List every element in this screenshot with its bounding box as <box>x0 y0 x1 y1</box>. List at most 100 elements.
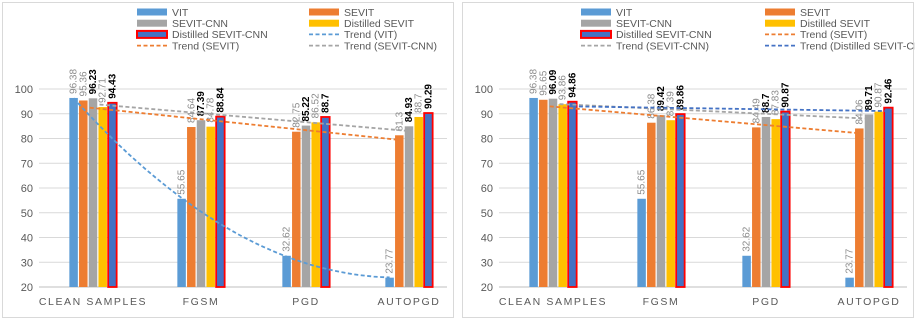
legend-swatch-sevit-cnn <box>137 19 167 27</box>
chart-right-svg: VIT SEVIT SEVIT-CNN Distilled SEVIT Distille… <box>475 7 915 308</box>
category-label-fgsm: FGSM <box>183 296 220 308</box>
trend-line-trend-distilled-sevit-cnn <box>572 105 889 112</box>
trend-line-trend-sevit <box>83 106 400 141</box>
bar-sevit-cnn <box>548 98 558 287</box>
bar-sevit <box>539 99 548 287</box>
legend-swatch-sevit <box>765 8 795 16</box>
data-label: 86.38 <box>646 93 657 118</box>
data-label: 89.71 <box>864 85 875 110</box>
bar-vit <box>529 97 538 287</box>
bar-sevit <box>79 100 88 287</box>
data-label: 87.83 <box>771 90 782 115</box>
y-tick-label: 40 <box>21 233 33 245</box>
bar-distilled-sevit-cnn <box>883 106 894 288</box>
bar-distilled-sevit <box>874 111 883 288</box>
legend-label-trend-sevit: Trend (SEVIT) <box>800 29 867 41</box>
data-label: 87.39 <box>196 91 207 116</box>
bar-sevit <box>647 122 656 287</box>
category-label-pgd: PGD <box>292 296 320 308</box>
bar-sevit-cnn <box>656 115 666 287</box>
data-label: 23.77 <box>845 248 856 273</box>
legend-swatch-sevit-cnn <box>581 19 611 27</box>
legend-label-distilled-sevit: Distilled SEVIT <box>800 18 871 30</box>
series-sevit-cnn: 96.23 87.39 85.22 84.93 <box>88 69 415 287</box>
data-label: 90.87 <box>780 82 791 107</box>
data-label: 82.75 <box>291 102 302 127</box>
bar-vit <box>845 277 854 287</box>
y-tick-label: 60 <box>481 183 493 195</box>
bar-vit <box>282 255 291 287</box>
category-label-fgsm: FGSM <box>643 296 680 308</box>
y-tick-label: 80 <box>21 134 33 146</box>
legend-label-sevit-cnn: SEVIT-CNN <box>172 18 228 30</box>
bar-vit <box>637 198 646 287</box>
bar-distilled-sevit-cnn <box>567 100 578 288</box>
data-label: 90.29 <box>423 84 434 109</box>
data-label: 88.7 <box>414 93 425 113</box>
category-label-autopgd: AUTOPGD <box>838 296 901 308</box>
chart-right: VIT SEVIT SEVIT-CNN Distilled SEVIT Distille… <box>462 2 915 318</box>
bar-distilled-sevit <box>558 104 567 287</box>
bar-distilled-sevit <box>666 120 675 287</box>
data-label: 95.36 <box>78 71 89 96</box>
bar-sevit <box>855 128 864 287</box>
y-tick-label: 100 <box>475 84 493 96</box>
y-tick-label: 90 <box>481 109 493 121</box>
bar-sevit <box>292 131 301 287</box>
legend-label-trend-sevit-cnn: Trend (SEVIT-CNN) <box>344 40 437 52</box>
legend-label-vit: VIT <box>172 7 189 19</box>
data-label: 87.39 <box>666 91 677 116</box>
bar-distilled-sevit <box>311 122 320 287</box>
series-vit: 96.38 55.65 32.62 23.77 <box>69 68 396 287</box>
legend-label-trend-distilled-sevit-cnn: Trend (Distilled SEVIT-CNN) <box>800 40 915 52</box>
data-label: 96.23 <box>88 69 99 94</box>
data-label: 86.52 <box>311 93 322 118</box>
bar-distilled-sevit-cnn <box>215 115 226 288</box>
data-label: 93.86 <box>558 75 569 100</box>
legend-label-vit: VIT <box>616 7 633 19</box>
legend-label-distilled-sevit: Distilled SEVIT <box>344 18 415 30</box>
y-tick-label: 80 <box>481 134 493 146</box>
data-label: 32.62 <box>282 226 293 251</box>
bar-sevit-cnn <box>864 114 874 288</box>
data-label: 92.46 <box>883 78 894 103</box>
bar-vit <box>385 277 394 287</box>
category-label-autopgd: AUTOPGD <box>378 296 441 308</box>
y-tick-label: 90 <box>21 109 33 121</box>
y-tick-label: 20 <box>481 282 493 294</box>
legend-label-trend-vit: Trend (VIT) <box>344 29 397 41</box>
bar-distilled-sevit-cnn <box>423 112 434 288</box>
data-label: 23.77 <box>385 248 396 273</box>
bar-vit <box>69 97 78 287</box>
bar-distilled-sevit-cnn <box>780 110 791 288</box>
legend-swatch-vit <box>581 8 611 16</box>
data-label: 84.64 <box>186 98 197 123</box>
data-label: 96.38 <box>529 68 540 93</box>
data-label: 32.62 <box>742 226 753 251</box>
legend-swatch-vit <box>137 8 167 16</box>
y-tick-label: 50 <box>21 208 33 220</box>
bar-vit <box>742 255 751 287</box>
bar-distilled-sevit-cnn <box>320 116 331 288</box>
gridlines <box>39 88 447 288</box>
y-tick-label: 60 <box>21 183 33 195</box>
data-label: 89.42 <box>656 86 667 111</box>
y-tick-label: 70 <box>481 158 493 170</box>
bar-distilled-sevit <box>771 119 780 287</box>
data-label: 94.43 <box>107 73 118 98</box>
category-label-pgd: PGD <box>752 296 780 308</box>
series-sevit: 95.65 86.38 84.49 84.06 <box>538 70 865 287</box>
y-tick-label: 50 <box>481 208 493 220</box>
bar-sevit <box>395 135 404 287</box>
data-label: 88.7 <box>320 93 331 113</box>
bar-distilled-sevit-cnn <box>675 113 686 288</box>
legend-swatch-distilled-sevit <box>765 19 795 27</box>
y-tick-label: 70 <box>21 158 33 170</box>
series-distilled-sevit-cnn: 94.86 89.86 90.87 92.46 <box>567 72 894 288</box>
bar-vit <box>177 198 186 287</box>
legend-label-sevit: SEVIT <box>344 7 375 19</box>
y-tick-label: 20 <box>21 282 33 294</box>
data-label: 55.65 <box>177 169 188 194</box>
